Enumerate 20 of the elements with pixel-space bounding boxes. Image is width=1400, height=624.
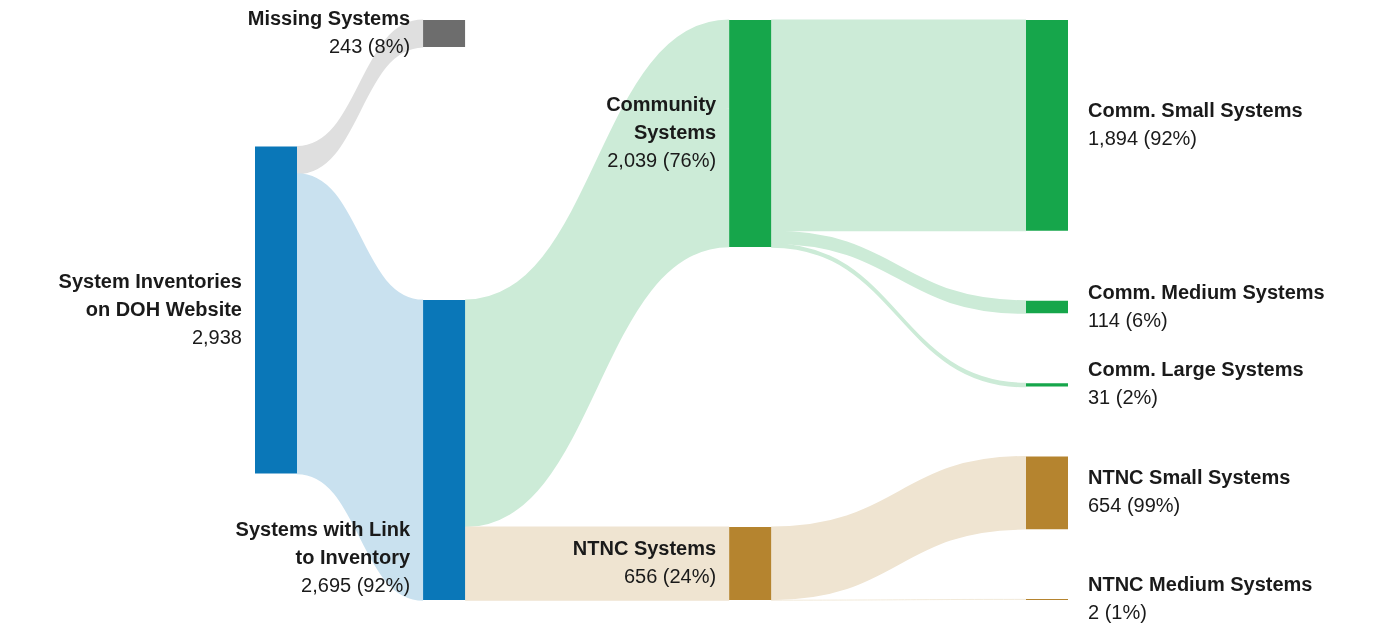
- data-label: 114 (6%): [1088, 308, 1168, 331]
- category-label: Comm. Medium Systems: [1088, 280, 1325, 303]
- category-label: Systems with Link to Inventory: [235, 517, 411, 568]
- category-label: NTNC Medium Systems: [1088, 573, 1313, 596]
- data-label: 2,039 (76%): [607, 149, 717, 171]
- category-label: NTNC Systems: [572, 537, 717, 559]
- category-label: Comm. Small Systems: [1088, 98, 1303, 121]
- data-label: 2,938: [191, 325, 242, 348]
- data-label: 2,695 (92%): [301, 573, 411, 596]
- category-label: System Inventories on DOH Website: [58, 269, 242, 320]
- data-label: 1,894 (92%): [1088, 126, 1197, 149]
- data-label: 654 (99%): [1088, 494, 1181, 517]
- data-label: 243 (8%): [328, 35, 411, 58]
- category-label: NTNC Small Systems: [1088, 466, 1291, 489]
- category-label: Comm. Large Systems: [1088, 358, 1304, 381]
- data-label: 2 (1%): [1088, 601, 1147, 624]
- data-label: 656 (24%): [623, 565, 717, 587]
- data-label: 31 (2%): [1088, 386, 1159, 409]
- category-label: Community Systems: [606, 93, 718, 143]
- category-label: Missing Systems: [247, 7, 411, 30]
